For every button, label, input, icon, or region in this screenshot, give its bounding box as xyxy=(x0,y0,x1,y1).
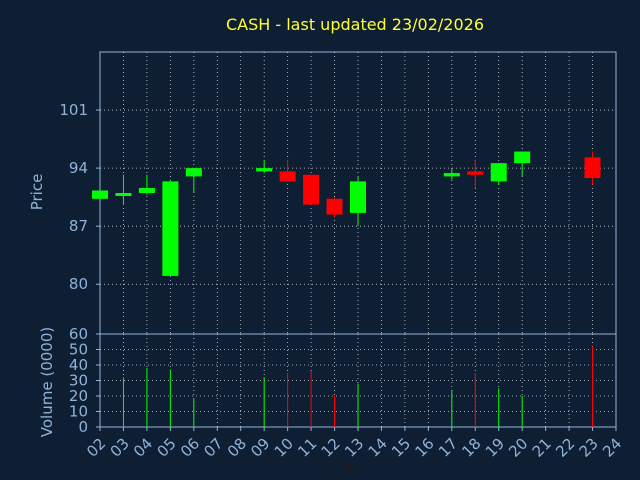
day-tick-label: 11 xyxy=(294,434,320,460)
candle-body xyxy=(467,171,484,175)
candle-body xyxy=(92,190,108,199)
day-tick-label: 24 xyxy=(599,434,625,460)
candle-body xyxy=(443,173,460,177)
day-tick-label: 13 xyxy=(341,434,367,460)
candle-body xyxy=(490,163,507,182)
day-tick-label: 07 xyxy=(200,434,226,460)
day-tick-labels: 0203040506070809101112131415161718192021… xyxy=(83,427,625,461)
day-tick-label: 18 xyxy=(458,434,484,460)
day-tick-label: 05 xyxy=(153,434,179,460)
price-panel: 80 87 94 101 xyxy=(59,51,617,335)
day-tick-label: 12 xyxy=(318,434,344,460)
day-tick-label: 06 xyxy=(177,434,203,460)
candle-body xyxy=(514,151,531,164)
candle-body xyxy=(326,198,343,215)
candle-body xyxy=(115,193,132,196)
day-tick-label: 16 xyxy=(411,434,437,460)
volume-tick-label: 10 xyxy=(69,403,88,421)
day-tick-label: 10 xyxy=(271,434,297,460)
volume-tick-label: 20 xyxy=(69,387,88,405)
day-tick-label: 04 xyxy=(130,434,156,460)
day-tick-label: 17 xyxy=(435,434,461,460)
day-tick-label: 14 xyxy=(365,434,391,460)
day-tick-label: 15 xyxy=(388,434,414,460)
day-tick-label: 20 xyxy=(505,434,531,460)
price-axis-label: Price xyxy=(28,174,46,211)
volume-tick-label: 30 xyxy=(69,372,88,390)
volume-tick-label: 40 xyxy=(69,356,88,374)
volume-tick-label: 0 xyxy=(78,418,88,436)
candle-body xyxy=(185,168,202,177)
candle-body xyxy=(162,181,179,276)
candle-body xyxy=(138,188,155,193)
day-tick-label: 08 xyxy=(224,434,250,460)
day-tick-label: 22 xyxy=(552,434,578,460)
candle-body xyxy=(303,174,320,205)
day-tick-label: 21 xyxy=(529,434,555,460)
day-tick-label: 09 xyxy=(247,434,273,460)
volume-tick-label: 50 xyxy=(69,341,88,359)
day-tick-label: 03 xyxy=(107,434,133,460)
day-axis-label: Day xyxy=(333,459,361,475)
price-tick-label: 101 xyxy=(59,101,88,119)
volume-axis-label: Volume (0000) xyxy=(38,327,56,437)
price-tick-label: 80 xyxy=(69,275,88,293)
chart-title: CASH - last updated 23/02/2026 xyxy=(226,15,484,34)
price-tick-label: 94 xyxy=(69,159,88,177)
day-tick-label: 23 xyxy=(576,434,602,460)
candle-body xyxy=(584,157,601,179)
day-tick-label: 19 xyxy=(482,434,508,460)
volume-tick-label: 60 xyxy=(69,325,88,343)
candle-body xyxy=(256,168,273,172)
day-tick-label: 02 xyxy=(83,434,109,460)
price-tick-label: 87 xyxy=(69,217,88,235)
candle-body xyxy=(279,171,296,182)
candle-body xyxy=(350,181,366,213)
